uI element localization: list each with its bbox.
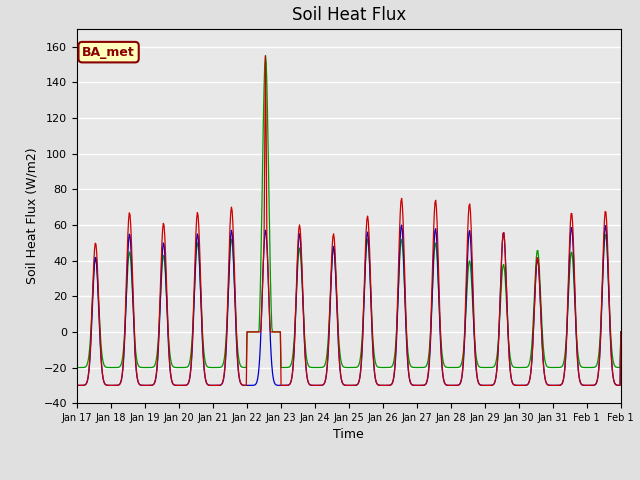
- SHF2: [406, 376, 413, 382]
- SHF2: [284, 382, 292, 388]
- SHF1: [262, 53, 269, 59]
- SHF3: [137, 364, 145, 370]
- SHF1: [137, 382, 145, 388]
- SHF1: [406, 375, 413, 381]
- SHF2: [237, 380, 244, 386]
- Text: BA_met: BA_met: [82, 46, 135, 59]
- Line: SHF1: SHF1: [77, 56, 621, 385]
- SHF2: [398, 222, 406, 228]
- Line: SHF3: SHF3: [77, 56, 621, 368]
- SHF3: [264, 156, 272, 161]
- Y-axis label: Soil Heat Flux (W/m2): Soil Heat Flux (W/m2): [25, 148, 38, 284]
- SHF3: [73, 365, 81, 371]
- SHF1: [285, 382, 292, 388]
- SHF2: [264, 258, 271, 264]
- SHF3: [617, 329, 625, 335]
- SHF1: [617, 329, 625, 335]
- SHF3: [237, 363, 244, 369]
- SHF1: [436, 315, 444, 321]
- SHF3: [262, 53, 269, 59]
- SHF2: [617, 329, 625, 335]
- Legend: SHF1, SHF2, SHF3: SHF1, SHF2, SHF3: [214, 479, 483, 480]
- X-axis label: Time: Time: [333, 429, 364, 442]
- SHF2: [436, 325, 444, 331]
- SHF3: [436, 319, 444, 325]
- SHF3: [406, 360, 413, 365]
- SHF1: [237, 380, 244, 386]
- SHF3: [285, 364, 292, 370]
- SHF2: [137, 382, 145, 388]
- Line: SHF2: SHF2: [77, 225, 621, 385]
- SHF1: [264, 275, 272, 281]
- SHF1: [73, 383, 81, 388]
- SHF2: [73, 383, 81, 388]
- Title: Soil Heat Flux: Soil Heat Flux: [292, 6, 406, 24]
